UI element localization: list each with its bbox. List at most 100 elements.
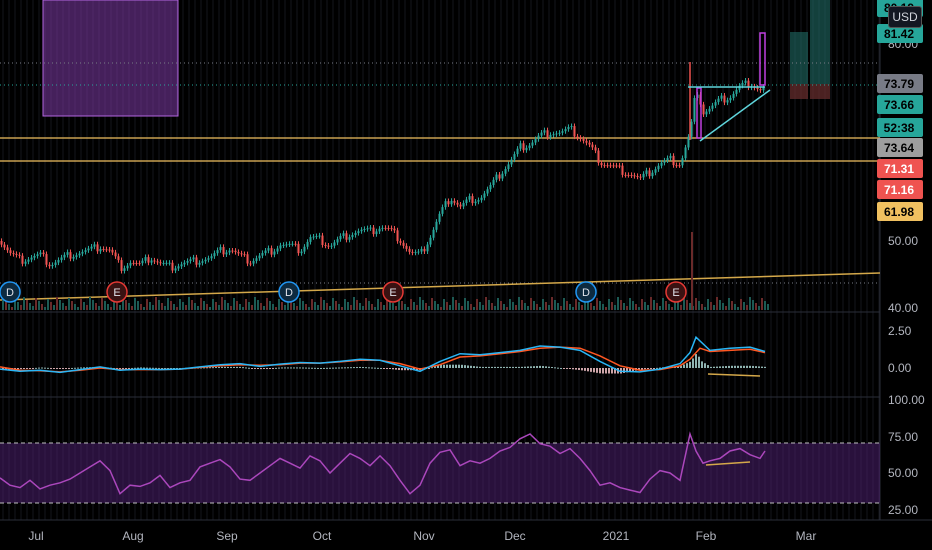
volume-bar bbox=[257, 300, 259, 310]
candle-body bbox=[105, 249, 108, 251]
candle-body bbox=[378, 228, 381, 232]
candle-body bbox=[483, 193, 486, 198]
drawing-rectangle[interactable] bbox=[42, 0, 179, 117]
volume-bar bbox=[683, 297, 685, 310]
volume-bar bbox=[380, 302, 382, 310]
event-letter: E bbox=[113, 287, 120, 299]
event-marker-dividend[interactable]: D bbox=[575, 281, 597, 303]
volume-bar bbox=[104, 301, 106, 310]
time-axis[interactable]: Jul Aug Sep Oct Nov Dec 2021 Feb Mar bbox=[28, 529, 816, 543]
target-box[interactable] bbox=[810, 0, 830, 84]
event-circle[interactable] bbox=[665, 281, 687, 303]
volume-bar bbox=[23, 297, 25, 310]
candle-body bbox=[12, 253, 15, 255]
event-circle[interactable] bbox=[575, 281, 597, 303]
event-circle[interactable] bbox=[106, 281, 128, 303]
histogram-bar bbox=[560, 368, 562, 369]
candle-body bbox=[552, 134, 555, 136]
volume-bar bbox=[290, 300, 292, 310]
currency-button[interactable]: USD bbox=[888, 6, 922, 28]
candle-body bbox=[36, 254, 39, 256]
candle-body bbox=[42, 252, 45, 255]
candle-body bbox=[24, 261, 27, 264]
histogram-bar bbox=[632, 368, 634, 372]
volume-bar bbox=[641, 299, 643, 310]
volume-bar bbox=[557, 303, 559, 310]
histogram-bar bbox=[74, 367, 76, 369]
event-circle[interactable] bbox=[0, 281, 21, 303]
histogram-bar bbox=[242, 367, 244, 369]
histogram-bar bbox=[599, 368, 601, 374]
volume-bar bbox=[548, 305, 550, 310]
volume-bar bbox=[158, 300, 160, 310]
histogram-bar bbox=[728, 365, 730, 368]
histogram-bar bbox=[485, 366, 487, 368]
trend-line[interactable] bbox=[707, 373, 761, 377]
histogram-bar bbox=[695, 354, 697, 368]
candle-body bbox=[255, 258, 258, 261]
time-tick-label: 2021 bbox=[603, 529, 630, 543]
price-badge: 71.31 bbox=[877, 159, 923, 178]
histogram-bar bbox=[734, 365, 736, 368]
candle-body bbox=[309, 237, 312, 242]
volume-bar bbox=[47, 299, 49, 310]
volume-bar bbox=[587, 300, 589, 310]
event-marker-dividend[interactable]: D bbox=[278, 281, 300, 303]
histogram-bar bbox=[491, 366, 493, 368]
price-axis[interactable]: 80.0050.0040.002.500.00100.0075.0050.002… bbox=[888, 37, 925, 517]
volume-bar bbox=[251, 305, 253, 310]
histogram-bar bbox=[131, 367, 133, 369]
volume-bar bbox=[191, 300, 193, 310]
candle-body bbox=[681, 158, 684, 166]
volume-bar bbox=[35, 298, 37, 310]
volume-bar bbox=[650, 297, 652, 310]
volume-bar bbox=[497, 298, 499, 310]
volume-bar bbox=[140, 304, 142, 310]
volume-bar bbox=[691, 232, 693, 310]
candle-body bbox=[498, 174, 501, 179]
histogram-bar bbox=[269, 368, 271, 369]
event-marker-earnings[interactable]: E bbox=[665, 281, 687, 303]
volume-bar bbox=[95, 303, 97, 310]
event-marker-earnings[interactable]: E bbox=[106, 281, 128, 303]
trend-line[interactable] bbox=[705, 461, 751, 466]
histogram-bar bbox=[317, 367, 319, 369]
candle-body bbox=[648, 170, 651, 177]
histogram-bar bbox=[494, 366, 496, 368]
stop-box[interactable] bbox=[810, 84, 830, 99]
event-circle[interactable] bbox=[382, 281, 404, 303]
candle-body bbox=[72, 256, 75, 259]
volume-bar bbox=[143, 307, 145, 310]
volume-bar bbox=[428, 306, 430, 310]
event-circle[interactable] bbox=[278, 281, 300, 303]
candle-body bbox=[273, 251, 276, 255]
target-box[interactable] bbox=[790, 32, 808, 84]
event-marker-dividend[interactable]: D bbox=[0, 281, 21, 303]
candle-body bbox=[267, 248, 270, 251]
volume-bar bbox=[503, 304, 505, 310]
trend-line[interactable] bbox=[0, 272, 881, 301]
candle-body bbox=[297, 243, 300, 254]
pattern-line[interactable] bbox=[699, 89, 771, 142]
volume-bar bbox=[86, 305, 88, 310]
stop-box[interactable] bbox=[790, 84, 808, 99]
volume-bar bbox=[602, 304, 604, 310]
macd-tick-label: 0.00 bbox=[888, 361, 912, 375]
volume-bar bbox=[494, 306, 496, 310]
histogram-bar bbox=[614, 368, 616, 374]
volume-bar bbox=[203, 301, 205, 310]
rsi-tick-label: 100.00 bbox=[888, 393, 925, 407]
volume-bar bbox=[113, 299, 115, 310]
volume-bar bbox=[410, 299, 412, 310]
price-badge: 73.66 bbox=[877, 95, 923, 114]
candle-body bbox=[714, 102, 717, 106]
candle-body bbox=[318, 235, 321, 237]
histogram-bar bbox=[407, 368, 409, 371]
event-marker-earnings[interactable]: E bbox=[382, 281, 404, 303]
histogram-bar bbox=[140, 367, 142, 369]
histogram-bar bbox=[50, 368, 52, 369]
histogram-bar bbox=[677, 366, 679, 368]
candle-body bbox=[534, 139, 537, 143]
